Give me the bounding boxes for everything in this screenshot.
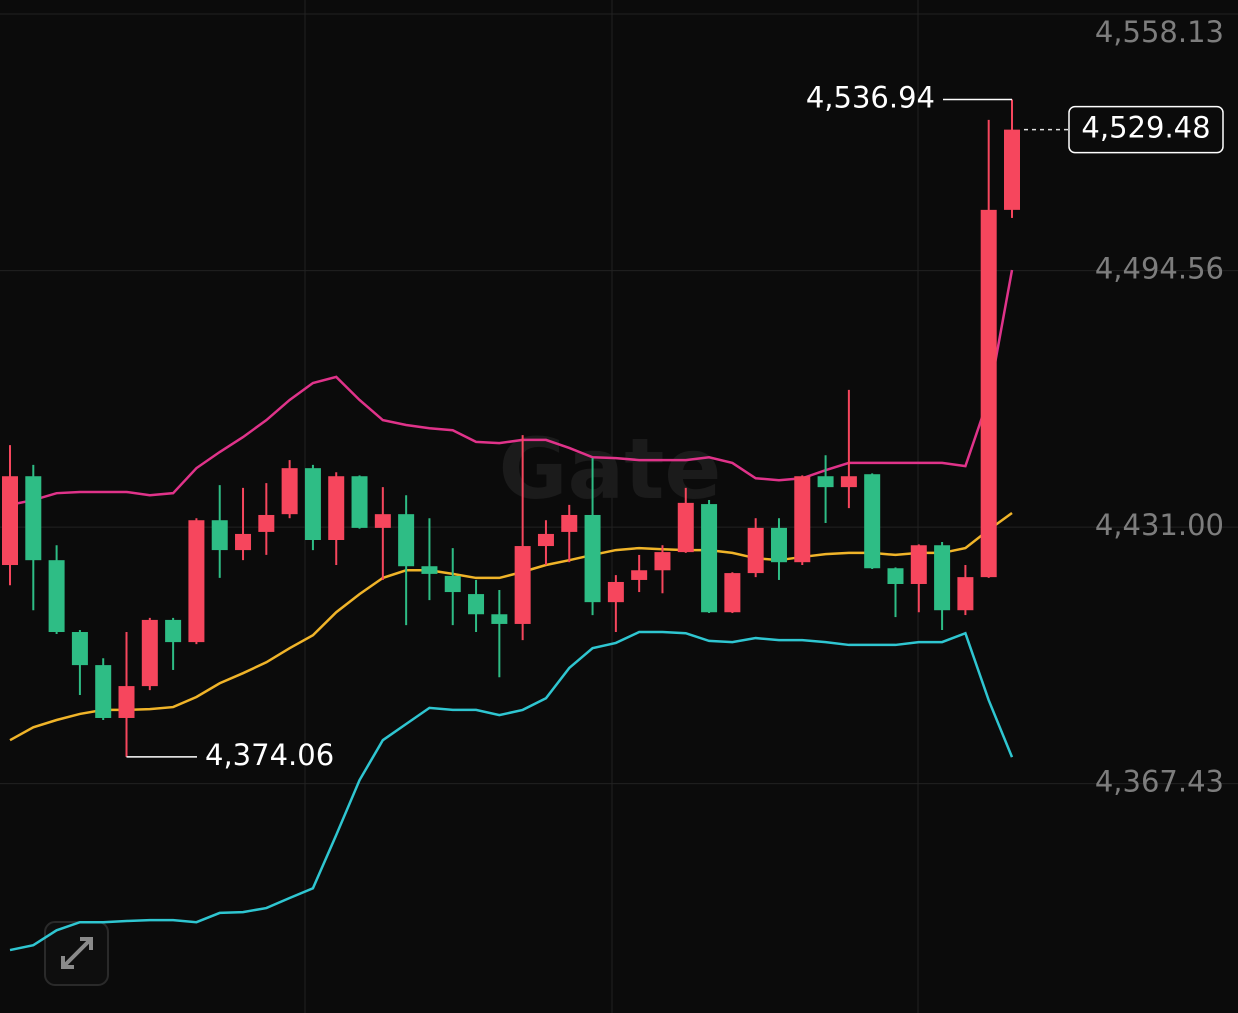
candle-body [654,552,671,571]
candle-body [957,577,974,611]
candle-body [2,476,18,566]
last-price-label: 4,529.48 [1081,111,1210,145]
candle-body [514,546,531,624]
candle-body [48,560,65,633]
candle-body [1004,129,1020,210]
candle-body [864,474,881,569]
candle-body [770,527,787,563]
expand-button[interactable] [44,921,109,986]
candle-body [351,476,368,528]
candle-body [328,476,345,540]
candle-body [141,619,158,687]
y-tick-label: 4,494.56 [1095,252,1224,286]
candle-body [304,468,321,540]
candle-body [258,514,275,532]
candle-body [165,619,182,643]
band-line [9,269,1014,507]
candle-body [724,573,741,613]
candle-body [677,502,694,553]
low-marker-label: 4,374.06 [205,738,334,772]
candle-body [235,533,252,551]
watermark: Gate [499,420,722,518]
candle-body [607,581,624,603]
candle-body [701,504,718,613]
candle-body [817,476,834,488]
candle-body [444,575,461,593]
candle-body [95,665,112,718]
y-tick-label: 4,431.00 [1095,508,1224,542]
candle-body [537,533,554,547]
candle-body [631,570,648,580]
candle-body [980,209,997,578]
candle-body [887,568,904,584]
candle-body [584,514,601,603]
candle-body [747,527,764,574]
candle-body [491,614,508,624]
candle-body [25,476,42,561]
y-tick-label: 4,367.43 [1095,765,1224,799]
candle-body [211,520,228,551]
candle-body [840,476,857,488]
candle-body [71,632,88,666]
band-line [9,630,1014,952]
candle-body [118,686,135,718]
candle-body [910,545,927,584]
candle-body [421,566,438,574]
candle-body [934,545,951,611]
y-tick-label: 4,558.13 [1095,15,1224,49]
candle-body [468,594,485,615]
high-marker-label: 4,536.94 [806,81,935,115]
band-line [9,511,1013,742]
last-price-box [1068,105,1224,154]
candle-body [794,476,811,563]
candle-body [281,468,298,515]
candle-body [398,514,415,567]
candle-body [561,514,578,532]
candle-body [188,520,205,643]
candle-body [374,514,391,528]
expand-icon[interactable] [61,937,93,969]
